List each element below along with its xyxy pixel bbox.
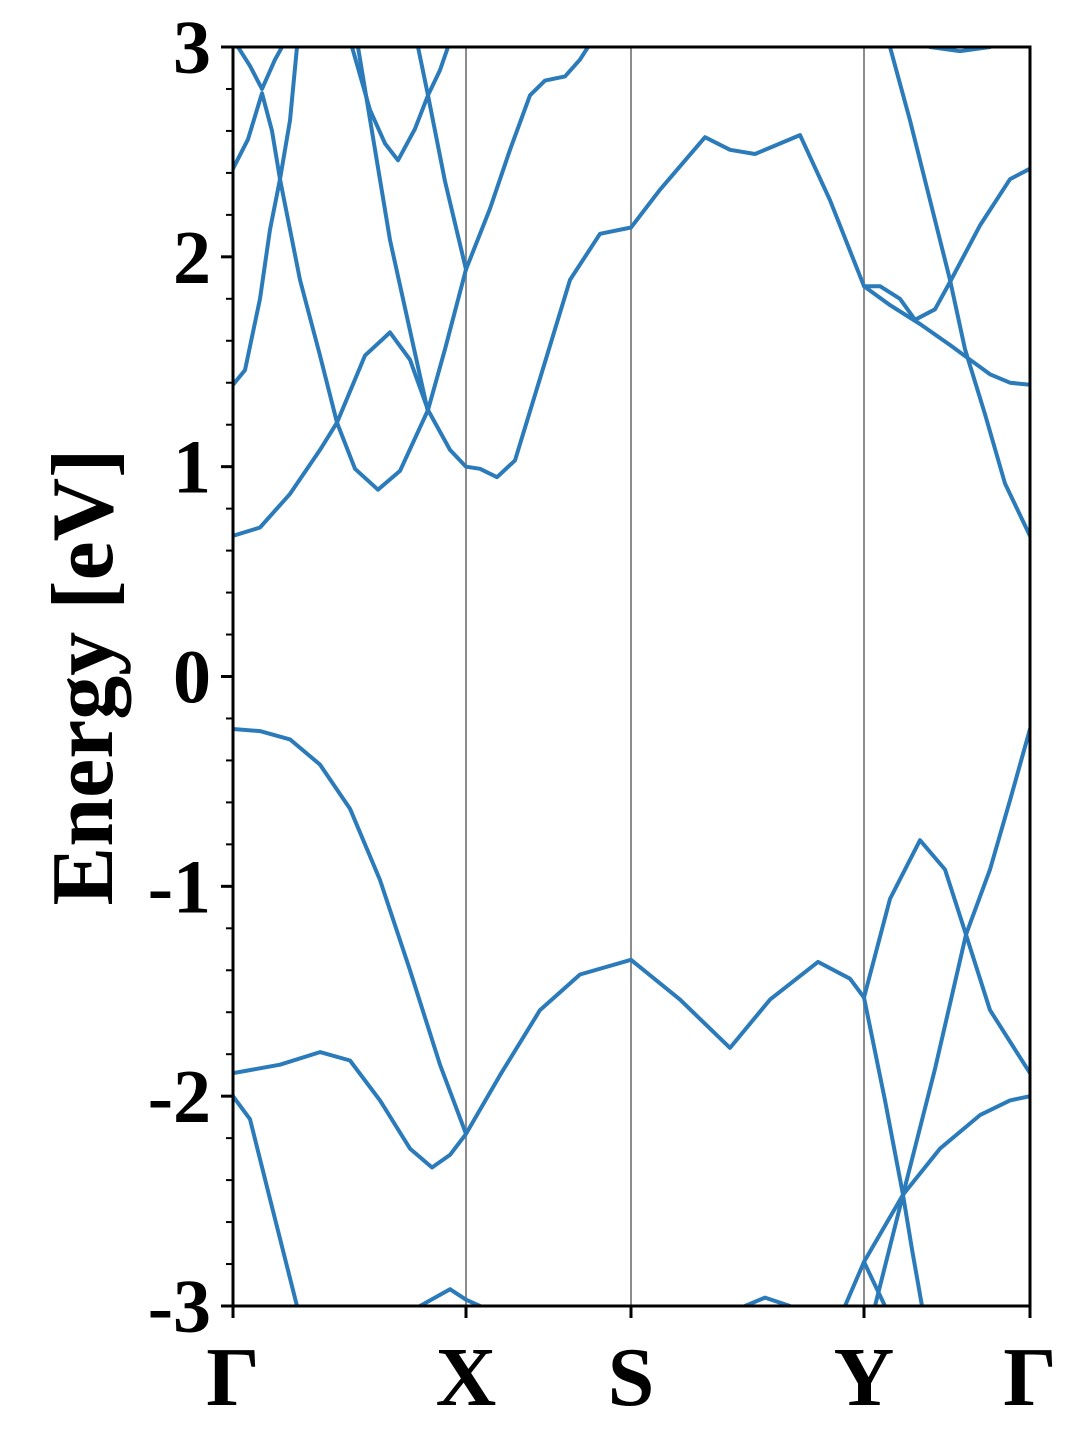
band-line <box>873 727 1030 1306</box>
y-tick-label: 1 <box>173 426 211 510</box>
grid-layer <box>232 47 1031 1306</box>
x-tick-label: X <box>436 1331 497 1424</box>
band-line <box>416 47 468 272</box>
y-tick-label: 3 <box>173 6 211 90</box>
bands <box>233 47 1030 1306</box>
y-tick-label: 2 <box>173 216 211 300</box>
y-tick-label: -2 <box>148 1055 211 1139</box>
y-axis-label: Energy [eV] <box>35 449 132 906</box>
band-line <box>233 133 1030 538</box>
band-line <box>233 1094 299 1306</box>
band-line <box>233 47 590 492</box>
x-tick-label: Y <box>834 1331 895 1424</box>
band-line <box>843 1259 887 1306</box>
band-line <box>743 1295 792 1306</box>
y-tick-label: 0 <box>173 636 211 720</box>
y-tick-label: -3 <box>148 1265 211 1349</box>
y-tick-label: -1 <box>148 845 211 929</box>
x-tick-label: Γ <box>1003 1331 1056 1424</box>
band-line <box>888 47 1030 538</box>
band-line <box>233 1050 468 1170</box>
x-tick-label: S <box>608 1331 655 1424</box>
band-line <box>418 1287 482 1306</box>
band-line <box>233 47 299 387</box>
band-line <box>233 727 1030 1136</box>
x-tick-label: Γ <box>206 1331 259 1424</box>
band-line <box>862 1094 1030 1264</box>
band-line <box>350 47 450 163</box>
band-line <box>356 47 430 415</box>
band-line <box>862 284 1030 387</box>
band-line <box>236 47 284 91</box>
